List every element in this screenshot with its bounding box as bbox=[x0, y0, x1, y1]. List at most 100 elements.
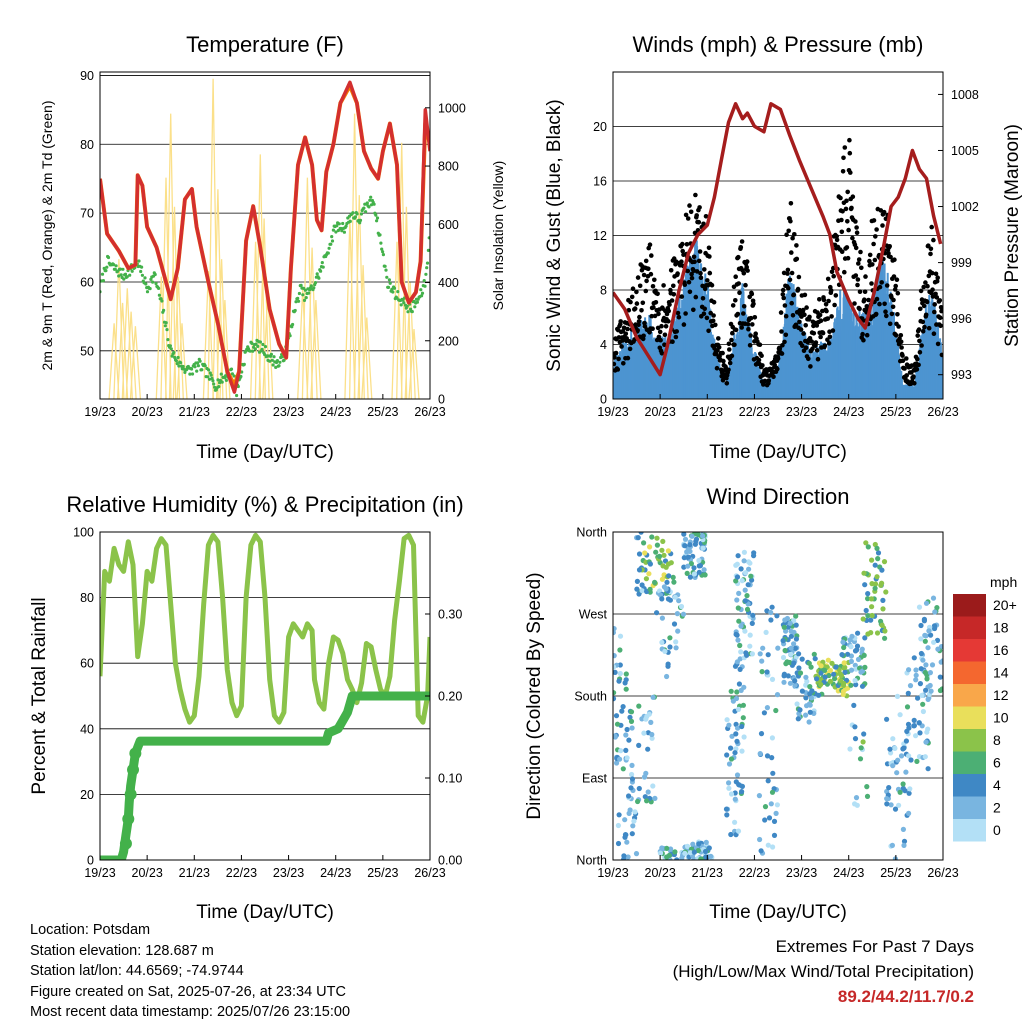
x-tick-label: 19/23 bbox=[597, 405, 628, 419]
y-tick-label: 40 bbox=[80, 722, 94, 736]
direction-point bbox=[650, 694, 656, 700]
gust-point bbox=[801, 331, 806, 336]
direction-point bbox=[623, 732, 629, 738]
gust-point bbox=[720, 350, 725, 356]
gust-point bbox=[786, 285, 791, 291]
x-tick-label: 26/23 bbox=[927, 405, 958, 419]
direction-point bbox=[759, 669, 765, 675]
dewpoint-2m-point bbox=[175, 362, 179, 366]
direction-point bbox=[675, 628, 681, 634]
wind-ticks: 19/23 20/23 21/23 22/23 23/23 24/23 25/23 26/23… bbox=[593, 88, 979, 419]
direction-point bbox=[730, 698, 737, 704]
direction-point bbox=[894, 693, 901, 700]
gust-point bbox=[716, 345, 722, 350]
gust-point bbox=[839, 217, 844, 223]
direction-point bbox=[862, 664, 868, 671]
direction-point bbox=[780, 638, 786, 644]
dewpoint-2m-point bbox=[179, 361, 183, 365]
gust-point bbox=[692, 230, 698, 236]
gust-point bbox=[775, 366, 780, 372]
direction-point bbox=[646, 571, 652, 577]
gust-point bbox=[874, 296, 880, 302]
direction-point bbox=[918, 650, 925, 657]
direction-point bbox=[920, 701, 926, 707]
direction-point bbox=[626, 793, 632, 799]
direction-point bbox=[797, 670, 804, 676]
x-tick-label: 22/23 bbox=[226, 866, 257, 880]
direction-point bbox=[894, 770, 900, 776]
gust-point bbox=[625, 355, 631, 361]
gust-point bbox=[710, 318, 716, 324]
gust-point bbox=[849, 205, 854, 211]
direction-point bbox=[735, 605, 741, 611]
temperature-y-axis-label: 2m & 9m T (Red, Orange) & 2m Td (Green) bbox=[39, 101, 55, 371]
gust-point bbox=[873, 234, 878, 239]
gust-point bbox=[762, 378, 768, 384]
direction-point bbox=[923, 687, 929, 693]
direction-point bbox=[926, 628, 932, 634]
gust-point bbox=[789, 270, 795, 276]
direction-point bbox=[728, 745, 734, 751]
dewpoint-2m-point bbox=[329, 242, 333, 246]
gust-point bbox=[779, 351, 785, 356]
gust-point bbox=[792, 232, 797, 237]
dewpoint-2m-point bbox=[229, 367, 234, 371]
dewpoint-2m-point bbox=[242, 362, 246, 366]
direction-point bbox=[908, 757, 914, 763]
direction-point bbox=[874, 574, 880, 580]
direction-point bbox=[744, 652, 750, 658]
dewpoint-2m-point bbox=[359, 212, 363, 216]
gust-point bbox=[757, 342, 763, 348]
gust-point bbox=[840, 209, 845, 214]
dewpoint-2m-point bbox=[168, 344, 172, 348]
dewpoint-2m-point bbox=[163, 324, 167, 328]
dewpoint-2m-point bbox=[139, 269, 143, 274]
gust-point bbox=[759, 353, 764, 359]
direction-point bbox=[888, 802, 894, 808]
direction-point bbox=[738, 623, 744, 629]
x-tick-label: 24/23 bbox=[833, 405, 864, 419]
legend-swatch bbox=[953, 639, 986, 662]
dewpoint-2m-point bbox=[119, 273, 123, 277]
direction-point bbox=[670, 574, 676, 581]
dewpoint-2m-point bbox=[195, 369, 199, 373]
direction-point bbox=[649, 731, 655, 738]
gust-point bbox=[635, 275, 641, 280]
direction-point bbox=[852, 736, 859, 742]
dewpoint-2m-point bbox=[112, 263, 116, 267]
direction-point bbox=[681, 532, 687, 537]
gust-point bbox=[900, 353, 905, 358]
direction-point bbox=[647, 561, 654, 567]
gust-point bbox=[918, 306, 923, 312]
direction-point bbox=[620, 704, 626, 710]
direction-point bbox=[726, 761, 733, 767]
direction-point bbox=[932, 609, 938, 615]
gust-point bbox=[696, 219, 702, 225]
direction-point bbox=[739, 748, 745, 754]
gust-point bbox=[643, 258, 649, 264]
direction-point bbox=[734, 597, 740, 603]
direction-point bbox=[937, 674, 943, 680]
dewpoint-2m-point bbox=[334, 230, 338, 234]
gust-point bbox=[794, 243, 799, 248]
direction-point bbox=[613, 653, 617, 659]
y-right-tick-label: 1005 bbox=[951, 144, 979, 158]
direction-point bbox=[634, 586, 640, 592]
direction-point bbox=[872, 541, 878, 548]
direction-point bbox=[724, 717, 730, 723]
gust-point bbox=[733, 327, 739, 333]
gust-point bbox=[924, 299, 930, 305]
direction-point bbox=[838, 672, 845, 679]
direction-point bbox=[734, 738, 740, 744]
gust-point bbox=[921, 284, 926, 290]
wind-plot-frame bbox=[612, 71, 944, 400]
direction-point bbox=[625, 854, 631, 860]
direction-point bbox=[807, 684, 813, 690]
direction-point bbox=[848, 644, 854, 650]
gust-point bbox=[702, 267, 707, 272]
figure-created: Figure created on Sat, 2025-07-26, at 23… bbox=[30, 983, 346, 1000]
gust-point bbox=[857, 289, 863, 295]
direction-point bbox=[911, 717, 917, 724]
temperature-2m-line bbox=[100, 80, 430, 394]
wind-x-axis-label: Time (Day/UTC) bbox=[709, 442, 847, 463]
